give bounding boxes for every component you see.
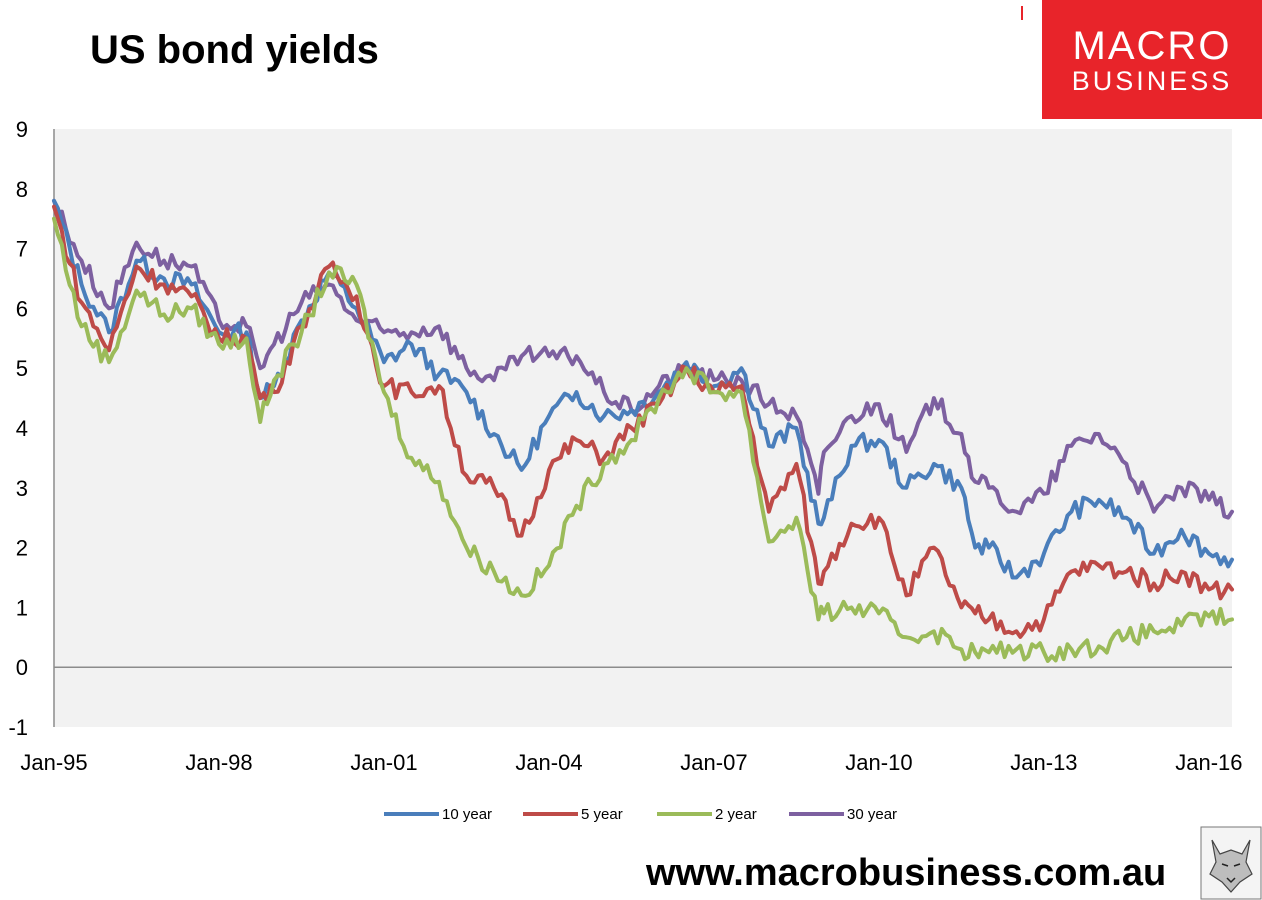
x-tick-label: Jan-16: [1175, 750, 1242, 775]
series-line-30-year: [52, 198, 1234, 520]
x-tick-label: Jan-98: [185, 750, 252, 775]
x-tick-label: Jan-13: [1010, 750, 1077, 775]
y-tick-label: 2: [16, 536, 28, 561]
logo-accent-mark: [1021, 6, 1023, 20]
logo-line-1: MACRO: [1072, 24, 1232, 68]
y-tick-label: 1: [16, 595, 28, 620]
y-tick-label: -1: [8, 715, 28, 740]
x-tick-label: Jan-95: [20, 750, 87, 775]
x-tick-label: Jan-07: [680, 750, 747, 775]
legend-label: 30 year: [847, 806, 897, 823]
website-url: www.macrobusiness.com.au: [646, 852, 1167, 894]
macrobusiness-logo: MACRO BUSINESS: [1042, 0, 1262, 119]
x-tick-label: Jan-10: [845, 750, 912, 775]
line-chart: -1 0 1 2 3 4 5 6 7 8 9 Jan-95 Jan-98 Jan-01 Jan-04 Jan…: [8, 117, 1242, 823]
y-tick-label: 4: [16, 416, 28, 441]
y-tick-label: 3: [16, 476, 28, 501]
y-tick-label: 9: [16, 117, 28, 142]
y-tick-label: 6: [16, 296, 28, 321]
plot-area: [54, 129, 1232, 727]
legend-label: 2 year: [715, 806, 757, 823]
x-tick-label: Jan-04: [515, 750, 582, 775]
chart-title: US bond yields: [90, 28, 379, 72]
y-tick-label: 0: [16, 655, 28, 680]
logo-line-2: BUSINESS: [1071, 66, 1233, 96]
legend-label: 10 year: [442, 806, 492, 823]
legend-label: 5 year: [581, 806, 623, 823]
wolf-logo-icon: [1200, 826, 1262, 900]
y-tick-label: 7: [16, 237, 28, 262]
y-tick-label: 5: [16, 356, 28, 381]
series-line-2-year: [52, 216, 1234, 663]
x-tick-label: Jan-01: [350, 750, 417, 775]
y-tick-label: 8: [16, 177, 28, 202]
